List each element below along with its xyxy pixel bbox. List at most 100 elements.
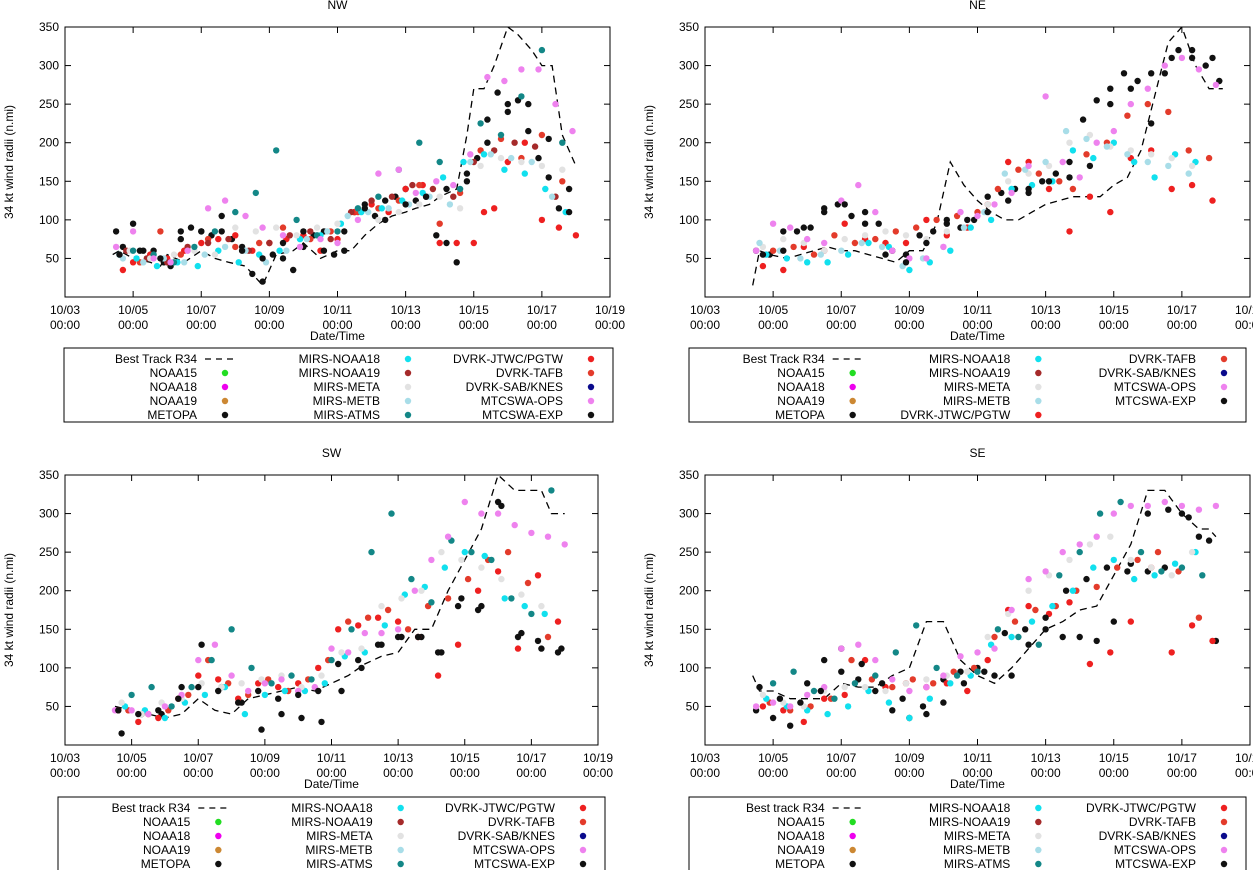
legend-swatch: [1035, 383, 1042, 391]
point-metopa: [178, 683, 185, 691]
point-mirs-noaa18: [844, 703, 852, 710]
legend-swatch: [1220, 383, 1228, 391]
point-mtcswa-ops: [1178, 502, 1186, 510]
legend-swatch: [849, 397, 856, 405]
legend-swatch: [849, 369, 856, 377]
point-mirs-atms: [129, 247, 137, 254]
point-mirs-metb: [201, 251, 208, 258]
point-mtcswa-ops: [1008, 189, 1015, 197]
point-mtcswa-exp: [136, 247, 144, 254]
point-mtcswa-exp: [841, 201, 848, 208]
point-mirs-metb: [487, 151, 494, 158]
x-tick-label: 00:00: [1031, 318, 1061, 332]
point-metopa: [1052, 170, 1060, 177]
point-mirs-atms: [228, 626, 235, 633]
point-mirs-meta: [882, 228, 889, 235]
point-mtcswa-exp: [964, 216, 971, 224]
point-metopa: [1093, 637, 1100, 645]
legend-label: DVRK-TAFB: [488, 815, 555, 829]
point-mirs-atms: [548, 487, 555, 494]
point-dvrk-jtwc-pgtw: [491, 205, 498, 212]
point-mtcswa-exp: [554, 649, 562, 656]
point-mirs-atms: [468, 548, 475, 556]
point-metopa: [780, 228, 787, 235]
point-dvrk-tafb: [538, 131, 546, 139]
point-mtcswa-ops: [345, 649, 352, 656]
legend-swatch: [1035, 832, 1042, 840]
legend-label: DVRK-SAB/KNES: [466, 380, 563, 394]
point-mtcswa-ops: [1059, 158, 1066, 166]
plot-area: [111, 475, 568, 737]
point-mirs-metb: [838, 247, 845, 254]
y-tick-label: 150: [679, 622, 699, 636]
point-mtcswa-exp: [116, 251, 123, 258]
point-mtcswa-exp: [361, 205, 368, 212]
point-mtcswa-ops: [769, 220, 777, 227]
point-mirs-meta: [1168, 572, 1175, 579]
y-tick-label: 250: [39, 545, 59, 559]
point-mirs-meta: [1005, 178, 1012, 185]
point-mtcswa-ops: [1076, 541, 1083, 548]
point-dvrk-tafb: [769, 247, 777, 254]
x-tick-label: 10/19: [583, 751, 613, 765]
point-mirs-atms: [128, 691, 135, 699]
point-mirs-meta: [497, 154, 505, 162]
point-mirs-meta: [436, 193, 443, 200]
point-mtcswa-exp: [155, 707, 162, 714]
point-mtcswa-ops: [375, 170, 382, 177]
point-mirs-atms: [168, 703, 175, 710]
point-mtcswa-ops: [334, 239, 341, 247]
point-mtcswa-exp: [218, 228, 225, 235]
point-dvrk-jtwc-pgtw: [821, 695, 828, 702]
point-dvrk-tafb: [909, 676, 916, 683]
legend-label: MIRS-ATMS: [944, 857, 1010, 870]
x-tick-label: 10/17: [1167, 751, 1197, 765]
point-mirs-noaa18: [1110, 556, 1118, 564]
point-metopa: [1076, 633, 1083, 641]
x-tick-label: 00:00: [1235, 766, 1253, 780]
point-dvrk-jtwc-pgtw: [494, 568, 502, 575]
point-mirs-noaa18: [276, 247, 283, 254]
legend-label: MIRS-NOAA18: [299, 352, 381, 366]
point-mirs-noaa18: [1131, 158, 1138, 166]
legend-label: DVRK-SAB/KNES: [458, 829, 555, 843]
legend-swatch: [397, 804, 404, 812]
point-dvrk-tafb: [279, 224, 287, 231]
point-mtcswa-ops: [1212, 81, 1220, 89]
legend-label: MIRS-ATMS: [314, 408, 380, 422]
point-dvrk-jtwc-pgtw: [480, 208, 488, 216]
y-axis-label: 34 kt wind radii (n.mi): [2, 553, 16, 667]
point-mirs-noaa18: [501, 166, 508, 173]
point-mirs-meta: [861, 232, 869, 239]
point-mtcswa-ops: [957, 208, 964, 216]
point-dvrk-tafb: [994, 185, 1002, 193]
point-dvrk-tafb: [436, 220, 443, 227]
point-mirs-meta: [395, 208, 402, 216]
legend-label: NOAA15: [143, 815, 191, 829]
point-mtcswa-exp: [899, 695, 906, 702]
x-tick-label: 10/11: [963, 303, 992, 317]
point-mirs-noaa18: [153, 262, 161, 270]
chart-panel-ne: NE5010015020025030035010/0300:0010/0500:…: [642, 0, 1253, 423]
legend-swatch: [221, 383, 229, 391]
point-mtcswa-ops: [211, 641, 219, 648]
point-mtcswa-ops: [1178, 54, 1186, 62]
legend-label: MIRS-META: [944, 829, 1010, 843]
point-mirs-noaa18: [378, 205, 385, 212]
legend-swatch: [849, 860, 856, 868]
point-mirs-metb: [1001, 170, 1008, 177]
point-mtcswa-ops: [569, 127, 576, 135]
x-tick-label: 00:00: [250, 766, 280, 780]
point-mtcswa-exp: [195, 683, 202, 691]
point-dvrk-jtwc-pgtw: [1188, 622, 1196, 629]
point-mtcswa-ops: [1059, 548, 1066, 556]
legend-swatch: [587, 397, 595, 405]
point-dvrk-jtwc-pgtw: [521, 139, 528, 146]
legend-label: NOAA18: [143, 829, 191, 843]
point-mirs-noaa18: [947, 247, 954, 254]
y-axis-label: 34 kt wind radii (n.mi): [2, 105, 16, 219]
point-mtcswa-ops: [1144, 85, 1152, 92]
point-mirs-noaa19: [450, 193, 457, 200]
point-mirs-metb: [878, 243, 886, 251]
point-metopa: [112, 228, 120, 235]
